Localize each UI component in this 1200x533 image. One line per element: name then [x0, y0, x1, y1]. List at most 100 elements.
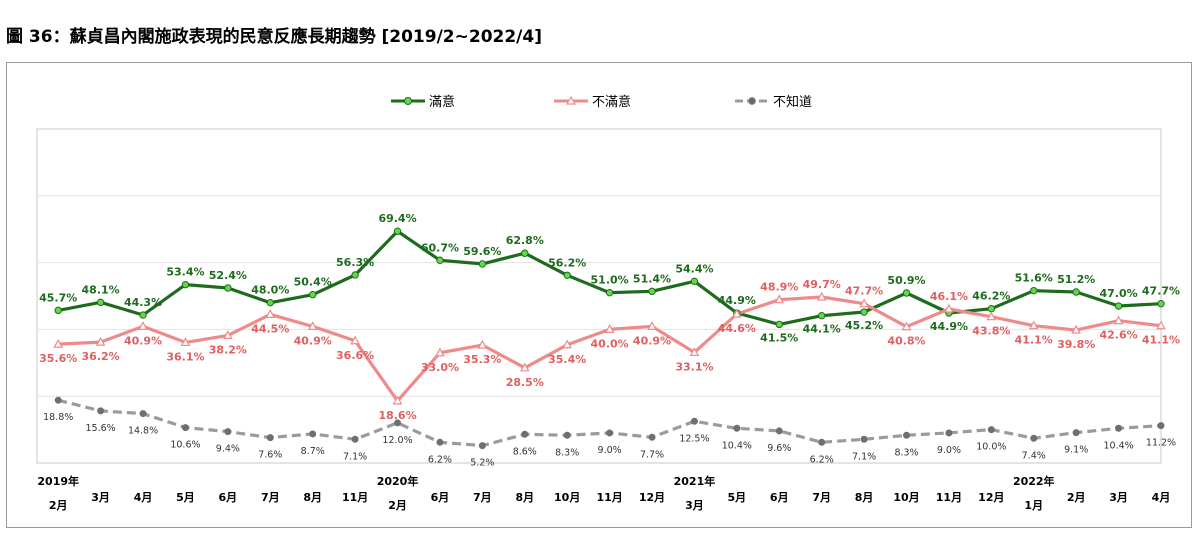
data-label: 59.6%	[463, 245, 501, 258]
data-label: 9.1%	[1064, 445, 1088, 456]
plot-area	[36, 128, 1162, 464]
x-tick-label: 5月	[728, 491, 747, 504]
point-satisfied	[1072, 288, 1080, 296]
data-label: 39.8%	[1057, 338, 1095, 351]
point-dissatisfied	[95, 336, 106, 346]
point-satisfied	[1030, 286, 1038, 295]
x-tick-label: 11月	[342, 491, 368, 504]
point-unknown	[775, 427, 783, 435]
x-tick-label: 5月	[176, 491, 195, 504]
data-label: 10.0%	[976, 442, 1006, 453]
data-label: 28.5%	[506, 376, 544, 389]
point-satisfied	[521, 249, 529, 257]
data-label: 53.4%	[166, 266, 204, 279]
point-unknown	[139, 410, 147, 418]
point-dissatisfied	[1028, 320, 1039, 330]
data-label: 8.6%	[513, 446, 537, 457]
x-tick-label: 8月	[303, 491, 322, 504]
point-unknown	[97, 407, 105, 415]
data-label: 7.1%	[343, 451, 367, 462]
point-satisfied	[181, 280, 190, 289]
x-tick-label: 4月	[134, 491, 153, 504]
point-dissatisfied	[307, 321, 318, 330]
point-unknown	[1157, 422, 1165, 430]
point-satisfied	[690, 277, 699, 286]
data-label: 35.6%	[39, 352, 77, 365]
data-label: 49.7%	[803, 278, 841, 291]
legend-label: 不知道	[773, 94, 812, 110]
x-tick-label: 6月	[431, 491, 450, 504]
x-tick-label: 12月	[639, 491, 665, 504]
point-dissatisfied	[223, 330, 233, 340]
data-label: 5.2%	[470, 458, 494, 469]
data-label: 47.7%	[845, 285, 883, 298]
data-label: 46.1%	[930, 290, 968, 303]
point-satisfied	[266, 298, 274, 307]
legend-label: 不滿意	[592, 94, 631, 110]
data-label: 9.0%	[598, 445, 622, 456]
x-tick-label: 2019年	[37, 474, 79, 488]
point-dissatisfied	[562, 339, 572, 349]
point-dissatisfied	[732, 308, 742, 318]
point-unknown	[181, 424, 189, 432]
point-unknown	[860, 435, 868, 443]
data-label: 52.4%	[209, 269, 247, 282]
point-dissatisfied	[519, 362, 530, 372]
data-label: 48.9%	[760, 281, 798, 294]
point-satisfied	[860, 308, 868, 316]
point-unknown	[478, 442, 486, 450]
data-label: 14.8%	[128, 426, 158, 437]
data-label: 42.6%	[1099, 329, 1137, 342]
data-label: 43.8%	[972, 325, 1010, 338]
data-label: 48.1%	[82, 283, 120, 296]
point-satisfied	[987, 304, 996, 313]
x-tick-label: 10月	[554, 491, 580, 504]
data-label: 47.7%	[1142, 285, 1180, 298]
point-satisfied	[902, 289, 911, 297]
point-satisfied	[224, 284, 232, 292]
data-label: 7.7%	[640, 449, 664, 460]
x-tick-label: 3月	[91, 491, 110, 504]
data-label: 51.6%	[1015, 272, 1053, 285]
x-tick-label: 10月	[893, 491, 919, 504]
x-tick-label: 8月	[855, 491, 874, 504]
point-satisfied	[817, 312, 826, 320]
data-label: 41.1%	[1142, 334, 1180, 347]
x-tick-label: 7月	[473, 491, 492, 504]
x-tick-label: 2月	[1067, 491, 1086, 504]
x-tick-label: 12月	[978, 491, 1004, 504]
point-unknown	[1115, 424, 1123, 432]
data-label: 7.1%	[852, 451, 876, 462]
data-label: 41.5%	[760, 331, 798, 344]
point-dissatisfied	[1071, 324, 1081, 334]
data-label: 9.4%	[216, 444, 240, 455]
point-dissatisfied	[265, 309, 276, 318]
data-label: 50.9%	[887, 274, 925, 287]
point-satisfied	[393, 227, 402, 235]
point-dissatisfied	[689, 347, 700, 357]
point-satisfied	[1157, 299, 1165, 308]
x-tick-label: 2月	[388, 499, 407, 512]
data-label: 8.3%	[555, 447, 579, 458]
series-line-unknown	[57, 398, 1162, 448]
x-tick-label: 2021年	[674, 474, 716, 488]
point-unknown	[733, 424, 741, 432]
data-label: 40.0%	[591, 337, 629, 350]
data-label: 44.5%	[251, 322, 289, 335]
data-label: 47.0%	[1099, 287, 1137, 300]
point-satisfied	[96, 298, 105, 307]
x-tick-label: 4月	[1152, 491, 1171, 504]
point-unknown	[563, 431, 571, 439]
data-label: 33.1%	[675, 360, 713, 373]
point-satisfied	[139, 311, 147, 319]
point-dissatisfied	[138, 321, 148, 330]
data-label: 18.8%	[43, 412, 73, 423]
data-label: 35.3%	[463, 353, 501, 366]
data-label: 54.4%	[675, 262, 713, 275]
data-label: 6.2%	[428, 454, 452, 465]
x-tick-label: 2月	[49, 499, 68, 512]
point-satisfied	[308, 290, 317, 299]
data-label: 41.1%	[1015, 334, 1053, 347]
data-label: 11.2%	[1146, 438, 1176, 449]
point-satisfied	[1114, 302, 1123, 310]
